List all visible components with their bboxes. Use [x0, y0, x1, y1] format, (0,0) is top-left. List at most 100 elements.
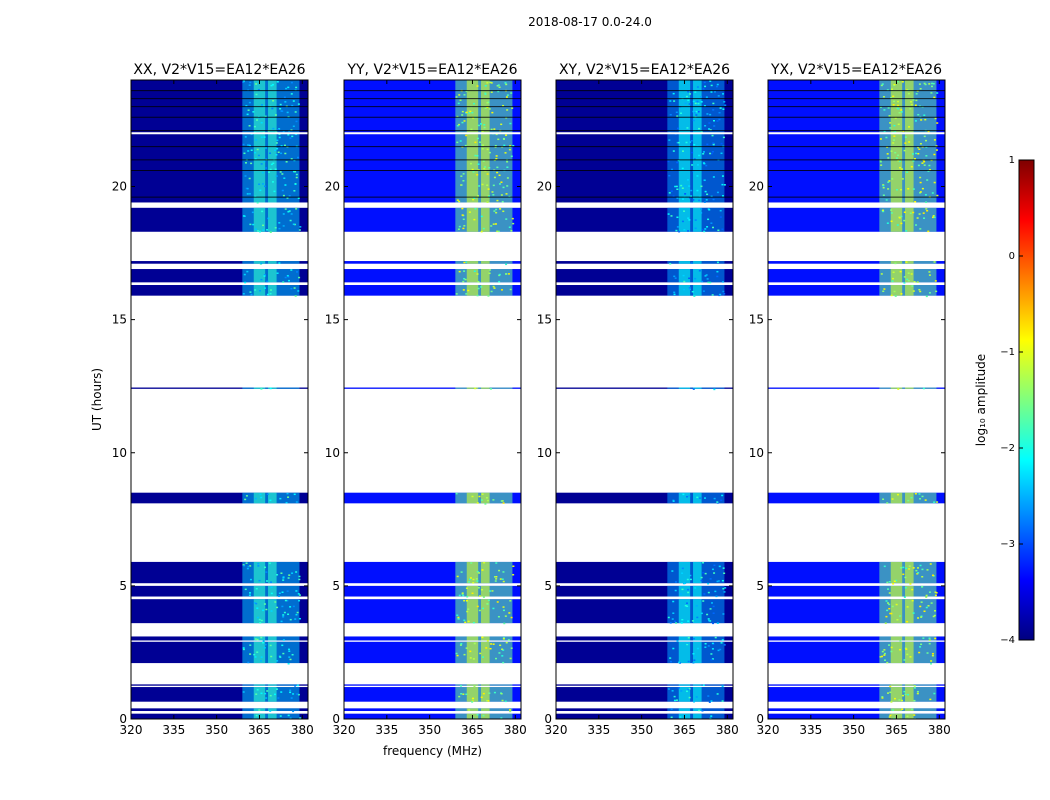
rfi-speckle [916, 690, 919, 693]
rfi-speckle [925, 295, 928, 298]
rfi-speckle [882, 194, 885, 196]
rfi-speckle [901, 81, 904, 83]
rfi-speckle [676, 188, 679, 191]
rfi-speckle [671, 168, 674, 171]
rfi-speckle [704, 228, 707, 230]
rfi-speckle [923, 114, 926, 116]
rfi-speckle [298, 594, 301, 596]
rfi-speckle [886, 661, 889, 664]
rfi-speckle [880, 273, 883, 275]
data-block [131, 585, 308, 597]
rfi-speckle [716, 622, 719, 624]
rfi-speckle [484, 107, 487, 110]
rfi-band-strong [890, 80, 903, 203]
rfi-speckle [700, 101, 703, 103]
rfi-speckle [283, 611, 286, 614]
rfi-speckle [674, 620, 677, 623]
rfi-speckle [912, 211, 915, 214]
rfi-speckle [894, 130, 897, 133]
rfi-speckle [716, 502, 719, 504]
rfi-speckle [932, 216, 935, 219]
rfi-speckle [910, 165, 913, 168]
rfi-speckle [711, 648, 714, 650]
rfi-speckle [707, 591, 710, 594]
rfi-speckle [493, 691, 496, 694]
rfi-speckle [265, 580, 268, 582]
rfi-speckle [676, 226, 679, 228]
rfi-speckle [934, 594, 937, 597]
rfi-speckle [264, 566, 267, 569]
rfi-speckle [471, 111, 474, 114]
rfi-speckle [683, 210, 686, 212]
rfi-speckle [718, 118, 721, 121]
rfi-speckle [669, 100, 672, 102]
rfi-band-strong [253, 387, 266, 389]
colorbar-tick-label: −2 [1000, 443, 1015, 454]
rfi-speckle [243, 152, 246, 155]
rfi-speckle [298, 276, 301, 279]
rfi-band-strong [253, 561, 266, 584]
rfi-speckle [252, 111, 255, 113]
rfi-speckle [472, 198, 475, 201]
rfi-speckle [688, 103, 691, 105]
rfi-speckle [888, 603, 891, 606]
data-block [344, 387, 521, 389]
rfi-speckle [465, 587, 468, 589]
rfi-speckle [930, 660, 933, 662]
x-tick-label: 320 [120, 723, 143, 737]
rfi-speckle [272, 162, 275, 165]
rfi-speckle [495, 562, 498, 564]
rfi-speckle [918, 148, 921, 150]
rfi-speckle [928, 637, 931, 640]
rfi-speckle [248, 594, 251, 596]
rfi-speckle [274, 114, 277, 116]
rfi-speckle [248, 101, 251, 104]
y-tick-label: 10 [749, 446, 764, 460]
rfi-band-strong [466, 684, 479, 686]
rfi-speckle [504, 615, 507, 617]
rfi-speckle [294, 685, 297, 687]
colorbar-tick-label: 0 [1009, 251, 1015, 262]
rfi-speckle [704, 642, 707, 645]
rfi-speckle [903, 659, 906, 661]
rfi-speckle [456, 199, 459, 201]
rfi-speckle [695, 110, 698, 113]
rfi-speckle [280, 691, 283, 693]
rfi-speckle [492, 643, 495, 645]
rfi-speckle [889, 122, 892, 124]
rfi-speckle [892, 271, 895, 274]
rfi-speckle [721, 685, 724, 687]
rfi-speckle [489, 388, 492, 390]
rfi-speckle [476, 714, 479, 716]
rfi-speckle [472, 117, 475, 119]
rfi-speckle [462, 227, 465, 230]
rfi-speckle [708, 128, 711, 130]
rfi-speckle [926, 210, 929, 212]
rfi-speckle [269, 499, 272, 502]
rfi-speckle [282, 616, 285, 618]
rfi-speckle [296, 156, 299, 159]
rfi-speckle [486, 82, 489, 84]
rfi-speckle [248, 143, 251, 146]
rfi-speckle [510, 155, 513, 158]
rfi-speckle [268, 171, 271, 173]
rfi-speckle [907, 187, 910, 190]
rfi-speckle [681, 567, 684, 570]
rfi-speckle [683, 280, 686, 283]
rfi-band-strong [693, 561, 702, 584]
rfi-speckle [883, 654, 886, 656]
rfi-speckle [890, 650, 893, 653]
rfi-speckle [295, 173, 298, 176]
rfi-speckle [264, 692, 267, 695]
rfi-speckle [704, 275, 707, 277]
rfi-speckle [484, 93, 487, 96]
rfi-speckle [280, 572, 283, 574]
rfi-speckle [484, 503, 487, 505]
data-block [556, 387, 733, 389]
rfi-speckle [295, 613, 298, 616]
rfi-speckle [692, 653, 695, 655]
rfi-speckle [714, 590, 717, 593]
rfi-speckle [259, 622, 262, 624]
rfi-speckle [724, 587, 727, 589]
rfi-speckle [894, 295, 897, 297]
